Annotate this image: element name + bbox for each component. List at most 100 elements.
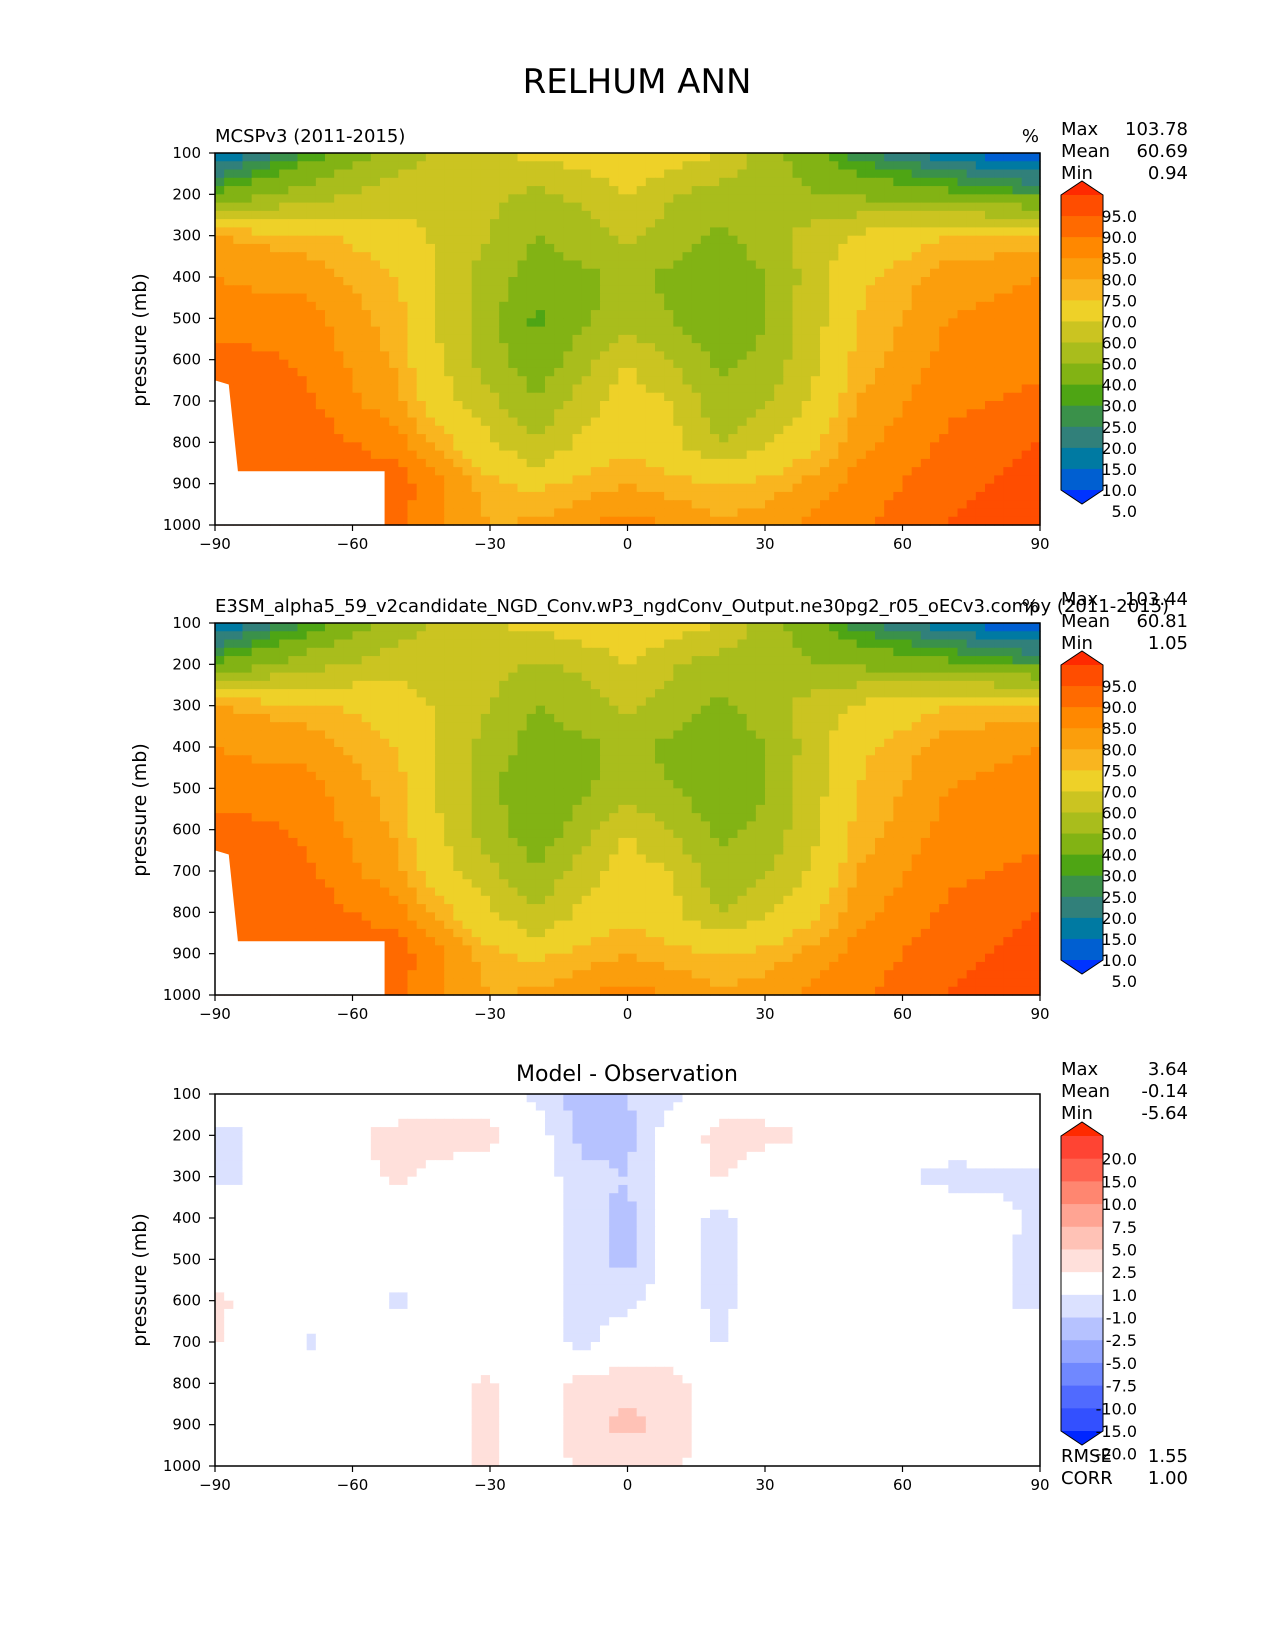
heatmap-cell [829, 161, 839, 171]
heatmap-cell [911, 268, 922, 278]
heatmap-cell [810, 177, 821, 187]
heatmap-cell [994, 202, 1004, 212]
heatmap-cell [664, 384, 674, 394]
heatmap-cell [930, 260, 940, 270]
heatmap-cell [343, 417, 354, 427]
heatmap-cell [930, 376, 940, 386]
heatmap-cell [453, 664, 464, 674]
heatmap-cell [398, 491, 409, 501]
heatmap-cell [600, 277, 610, 286]
heatmap-cell [1012, 434, 1023, 443]
heatmap-cell [315, 647, 326, 657]
heatmap-cell [224, 202, 234, 212]
heatmap-cell [792, 194, 803, 204]
heatmap-cell [792, 409, 803, 419]
heatmap-cell [260, 689, 271, 698]
heatmap-cell [600, 442, 610, 452]
heatmap-cell [471, 194, 482, 204]
heatmap-cell [655, 475, 665, 485]
heatmap-cell [847, 409, 858, 419]
heatmap-cell [526, 500, 537, 510]
y-tick-label: 200 [172, 185, 201, 203]
heatmap-cell [829, 475, 839, 485]
heatmap-cell [334, 177, 344, 187]
heatmap-cell [251, 409, 262, 419]
heatmap-cell [343, 672, 354, 682]
heatmap-cell [618, 227, 629, 237]
heatmap-cell [279, 367, 289, 377]
heatmap-cell [801, 293, 812, 303]
heatmap-cell [480, 277, 491, 286]
heatmap-cell [829, 367, 839, 377]
heatmap-cell [435, 516, 445, 526]
heatmap-cell [810, 392, 821, 402]
heatmap-cell [636, 169, 647, 179]
heatmap-cell [370, 623, 381, 632]
heatmap-cell [517, 318, 528, 328]
heatmap-cell [673, 656, 684, 665]
heatmap-cell [471, 672, 482, 682]
heatmap-cell [636, 401, 647, 410]
heatmap-cell [398, 425, 409, 435]
heatmap-cell [627, 186, 638, 195]
heatmap-cell [526, 153, 537, 162]
heatmap-cell [1021, 343, 1032, 352]
heatmap-cell [765, 631, 775, 641]
heatmap-cell [994, 434, 1004, 443]
heatmap-cell [462, 318, 473, 328]
heatmap-cell [902, 177, 913, 187]
heatmap-cell [1003, 235, 1014, 245]
heatmap-cell [1012, 277, 1023, 286]
heatmap-cell [737, 285, 748, 295]
heatmap-cell [737, 458, 748, 468]
heatmap-cell [462, 516, 473, 526]
heatmap-cell [499, 202, 509, 212]
heatmap-cell [911, 367, 922, 377]
heatmap-cell [215, 293, 225, 303]
heatmap-cell [370, 227, 381, 237]
heatmap-cell [554, 450, 564, 460]
heatmap-cell [719, 367, 729, 377]
heatmap-cell [719, 384, 729, 394]
heatmap-cell [251, 631, 262, 641]
heatmap-cell [975, 334, 986, 344]
heatmap-cell [260, 210, 271, 220]
heatmap-cell [930, 359, 940, 369]
heatmap-cell [535, 293, 546, 303]
heatmap-cell [554, 639, 564, 649]
heatmap-cell [370, 260, 381, 270]
heatmap-cell [251, 243, 262, 253]
heatmap-cell [746, 177, 757, 187]
heatmap-cell [554, 343, 564, 352]
heatmap-cell [1021, 310, 1032, 319]
heatmap-cell [911, 285, 922, 295]
heatmap-cell [627, 623, 638, 632]
heatmap-cell [948, 310, 959, 319]
heatmap-cell [242, 672, 253, 682]
heatmap-cell [535, 664, 546, 674]
heatmap-cell [242, 401, 253, 410]
heatmap-cell [783, 310, 794, 319]
heatmap-cell [618, 434, 629, 443]
heatmap-cell [242, 293, 253, 303]
heatmap-cell [325, 384, 335, 394]
heatmap-cell [590, 301, 601, 311]
heatmap-cell [462, 153, 473, 162]
heatmap-cell [838, 301, 849, 311]
heatmap-cell [1021, 467, 1032, 476]
heatmap-cell [572, 623, 583, 632]
heatmap-cell [673, 334, 684, 344]
heatmap-cell [508, 639, 519, 649]
heatmap-cell [444, 434, 454, 443]
heatmap-cell [728, 153, 739, 162]
heatmap-cell [719, 392, 729, 402]
heatmap-cell [691, 672, 702, 682]
heatmap-cell [691, 500, 702, 510]
heatmap-cell [224, 367, 234, 377]
heatmap-cell [389, 268, 399, 278]
heatmap-cell [792, 169, 803, 179]
heatmap-cell [847, 508, 858, 518]
heatmap-cell [517, 401, 528, 410]
heatmap-cell [948, 177, 959, 187]
heatmap-cell [380, 285, 390, 295]
